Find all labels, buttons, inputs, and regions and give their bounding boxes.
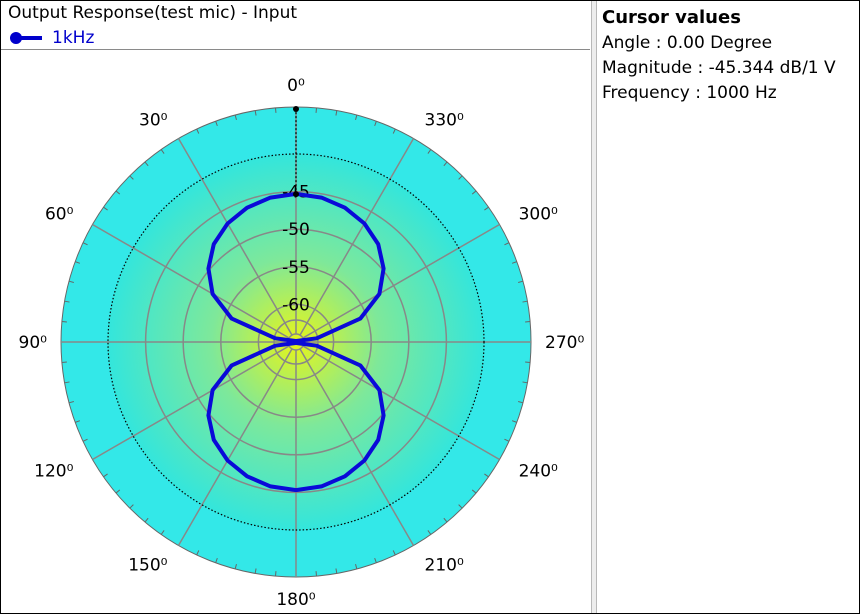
angle-gridline [302, 223, 500, 339]
angle-minor-tick [82, 438, 88, 442]
angle-minor-tick [392, 550, 396, 556]
cursor-handle[interactable] [293, 106, 299, 112]
polar-chart[interactable]: -45-50-55-600⁰30⁰60⁰90⁰120⁰150⁰180⁰210⁰2… [1, 50, 590, 612]
angle-minor-tick [355, 564, 358, 570]
angle-tick-label: 120⁰ [34, 462, 73, 482]
angle-minor-tick [504, 438, 510, 442]
angle-minor-tick [511, 261, 517, 264]
cursor-values-title: Cursor values [602, 7, 741, 28]
angle-minor-tick [75, 261, 81, 264]
angle-tick-label: 330⁰ [425, 110, 464, 130]
angle-minor-tick [196, 128, 200, 134]
legend-swatch-icon [10, 32, 42, 44]
angle-minor-tick [254, 110, 257, 116]
angle-minor-tick [115, 489, 121, 494]
angle-minor-tick [511, 420, 517, 423]
angle-minor-tick [68, 401, 74, 404]
cursor-frequency-value: Frequency : 1000 Hz [602, 83, 777, 103]
cursor-angle-value: Angle : 0.00 Degree [602, 33, 773, 53]
cursor-values-panel: Cursor values Angle : 0.00 Degree Magnit… [598, 1, 858, 612]
radial-tick-label: -60 [282, 295, 310, 315]
angle-minor-tick [518, 280, 524, 283]
plot-title: Output Response(test mic) - Input [8, 3, 298, 23]
angle-minor-tick [144, 517, 149, 523]
angle-minor-tick [427, 149, 432, 154]
angle-minor-tick [103, 473, 108, 478]
angle-minor-tick [64, 381, 70, 384]
angle-minor-tick [68, 280, 74, 283]
angle-minor-tick [484, 206, 489, 211]
angle-minor-tick [522, 381, 528, 384]
angle-minor-tick [374, 557, 377, 563]
angle-minor-tick [443, 517, 448, 523]
angle-minor-tick [504, 242, 510, 246]
angle-gridline [177, 138, 293, 336]
angle-tick-label: 0⁰ [287, 76, 305, 96]
angle-tick-label: 30⁰ [139, 110, 168, 130]
angle-tick-label: 270⁰ [545, 333, 584, 353]
angle-minor-tick [196, 550, 200, 556]
angle-minor-tick [160, 149, 165, 154]
angle-minor-tick [335, 568, 338, 574]
angle-minor-tick [254, 568, 257, 574]
angle-minor-tick [484, 473, 489, 478]
angle-minor-tick [458, 504, 463, 509]
plot-header: Output Response(test mic) - Input 1kHz [1, 1, 590, 50]
angle-minor-tick [522, 300, 528, 303]
angle-minor-tick [471, 190, 477, 195]
angle-minor-tick [234, 114, 237, 120]
angle-tick-label: 60⁰ [45, 205, 74, 225]
angle-minor-tick [160, 530, 165, 535]
angle-minor-tick [443, 161, 448, 167]
angle-minor-tick [471, 489, 477, 494]
angle-minor-tick [129, 175, 134, 180]
angle-minor-tick [392, 128, 396, 134]
radial-gridline [182, 228, 410, 456]
legend-label: 1kHz [52, 28, 95, 48]
angle-minor-tick [374, 121, 377, 127]
panel-splitter[interactable] [591, 1, 597, 613]
angle-gridline [92, 223, 290, 339]
angle-minor-tick [75, 420, 81, 423]
angle-minor-tick [144, 161, 149, 167]
angle-tick-label: 300⁰ [519, 205, 558, 225]
series-line-1khz[interactable] [206, 191, 386, 493]
angle-minor-tick [64, 300, 70, 303]
angle-tick-label: 240⁰ [519, 462, 558, 482]
angle-gridline [92, 345, 290, 461]
angle-minor-tick [427, 530, 432, 535]
angle-tick-label: 210⁰ [425, 556, 464, 576]
radial-gridline [220, 266, 372, 418]
angle-minor-tick [335, 110, 338, 116]
radial-gridline [273, 319, 319, 365]
radial-tick-label: -55 [282, 258, 310, 278]
angle-minor-tick [234, 564, 237, 570]
angle-minor-tick [115, 190, 121, 195]
angle-tick-label: 150⁰ [128, 556, 167, 576]
angle-gridline [302, 345, 500, 461]
angle-tick-label: 180⁰ [276, 590, 315, 610]
angle-minor-tick [458, 175, 463, 180]
angle-minor-tick [215, 121, 218, 127]
angle-gridline [299, 348, 415, 546]
angle-minor-tick [355, 114, 358, 120]
angle-gridline [177, 348, 293, 546]
angle-tick-label: 90⁰ [19, 333, 48, 353]
cursor-marker[interactable] [293, 191, 299, 198]
angle-minor-tick [129, 504, 134, 509]
polar-plot-panel: Output Response(test mic) - Input 1kHz -… [1, 1, 590, 612]
angle-minor-tick [215, 557, 218, 563]
radial-tick-label: -50 [282, 220, 310, 240]
angle-minor-tick [103, 206, 108, 211]
angle-gridline [299, 138, 415, 336]
angle-minor-tick [82, 242, 88, 246]
angle-minor-tick [518, 401, 524, 404]
cursor-magnitude-value: Magnitude : -45.344 dB/1 V [602, 58, 836, 78]
radial-gridline [257, 303, 335, 381]
